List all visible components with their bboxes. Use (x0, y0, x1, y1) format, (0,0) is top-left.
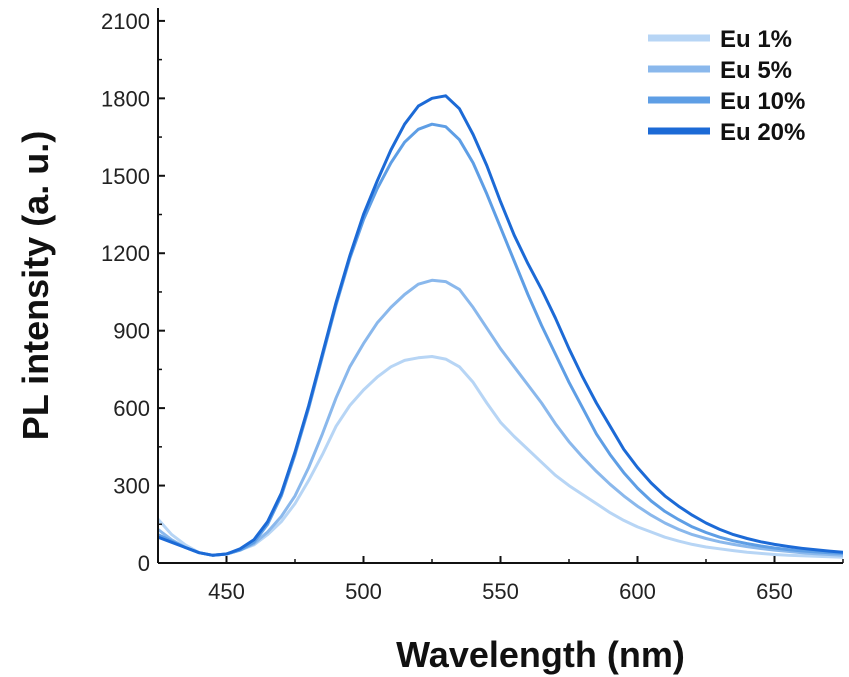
y-axis-title: PL intensity (a. u.) (15, 131, 56, 440)
legend-label: Eu 20% (720, 119, 805, 146)
y-tick-label: 0 (138, 551, 150, 576)
x-tick-label: 550 (482, 579, 519, 604)
x-tick-label: 500 (345, 579, 382, 604)
y-tick-label: 2100 (101, 9, 150, 34)
y-tick-label: 1500 (101, 164, 150, 189)
series-line-3 (158, 122, 843, 557)
x-tick-label: 650 (756, 579, 793, 604)
legend: Eu 1% Eu 5% Eu 10% Eu 20% (648, 26, 805, 146)
legend-label: Eu 10% (720, 88, 805, 115)
y-tick-label: 1200 (101, 241, 150, 266)
y-tick-label: 900 (113, 319, 150, 344)
x-axis-title: Wavelength (nm) (396, 634, 685, 675)
series-line-4 (158, 94, 843, 557)
x-tick-label: 450 (208, 579, 245, 604)
y-tick-label: 1800 (101, 86, 150, 111)
legend-label: Eu 1% (720, 26, 792, 53)
series-line-2 (158, 278, 843, 557)
x-tick-label: 600 (619, 579, 656, 604)
axes: 0 300 600 900 1200 1500 1800 2100 450 500 550 600 65… (101, 8, 844, 604)
plot-area (158, 94, 843, 559)
series-line-1 (158, 355, 843, 559)
legend-label: Eu 5% (720, 57, 792, 84)
y-tick-label: 600 (113, 396, 150, 421)
y-tick-label: 300 (113, 474, 150, 499)
